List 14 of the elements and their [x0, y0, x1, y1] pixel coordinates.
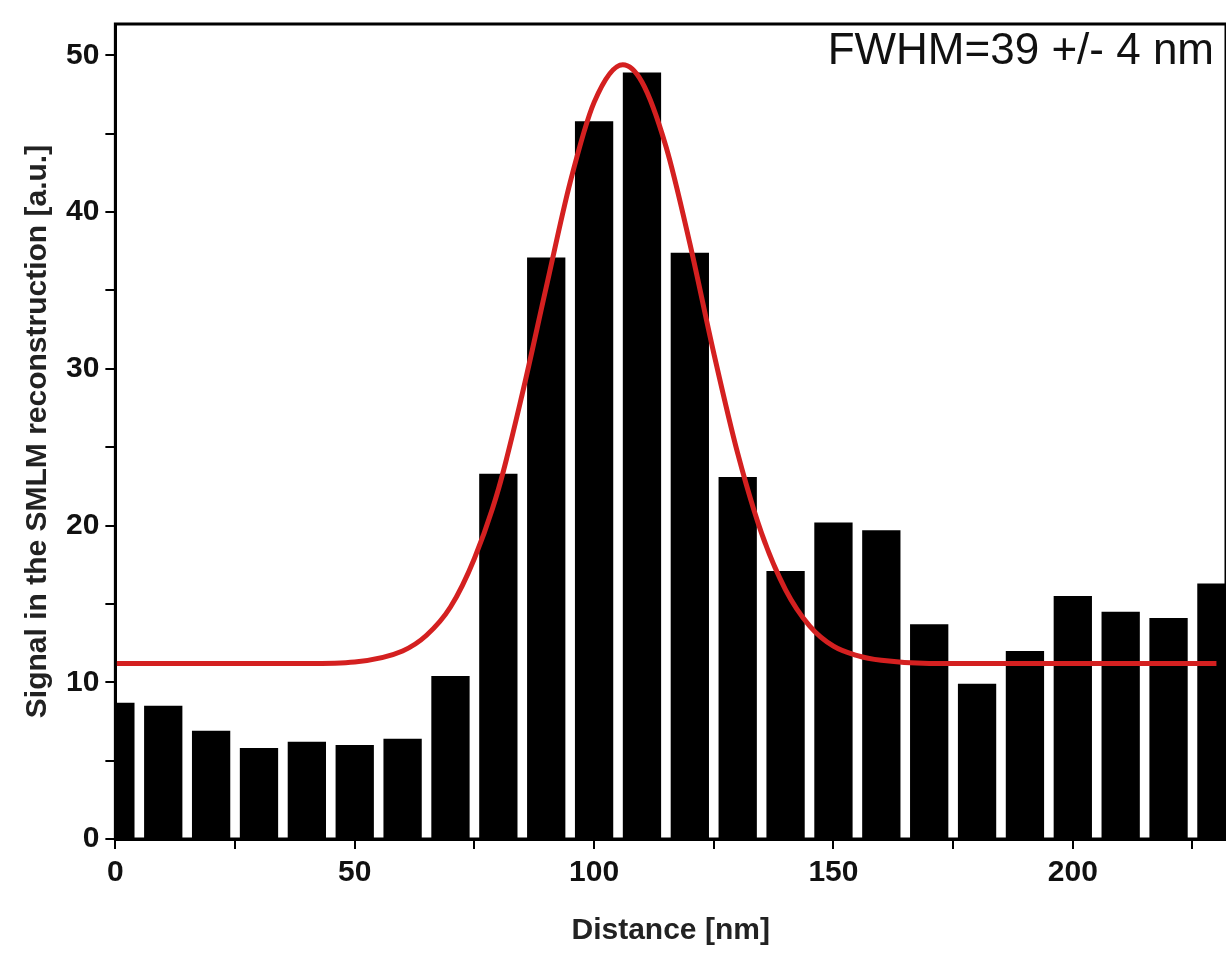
y-tick-label: 20	[65, 506, 100, 540]
x-axis-title: Distance [nm]	[571, 912, 770, 946]
x-tick-label: 200	[1047, 854, 1098, 888]
x-tick-label: 100	[569, 854, 620, 888]
y-tick-label: 10	[65, 663, 100, 697]
y-tick-label: 0	[82, 820, 100, 854]
x-tick-label: 50	[338, 854, 372, 888]
y-tick-label: 30	[65, 350, 100, 384]
y-tick-label: 50	[65, 36, 100, 70]
y-axis-title: Signal in the SMLM reconstruction [a.u.]	[19, 144, 53, 719]
y-tick-label: 40	[65, 193, 100, 227]
x-tick-label: 150	[808, 854, 859, 888]
x-tick-label: 0	[107, 854, 124, 888]
annotation: FWHM=39 +/- 4 nm	[827, 24, 1214, 74]
